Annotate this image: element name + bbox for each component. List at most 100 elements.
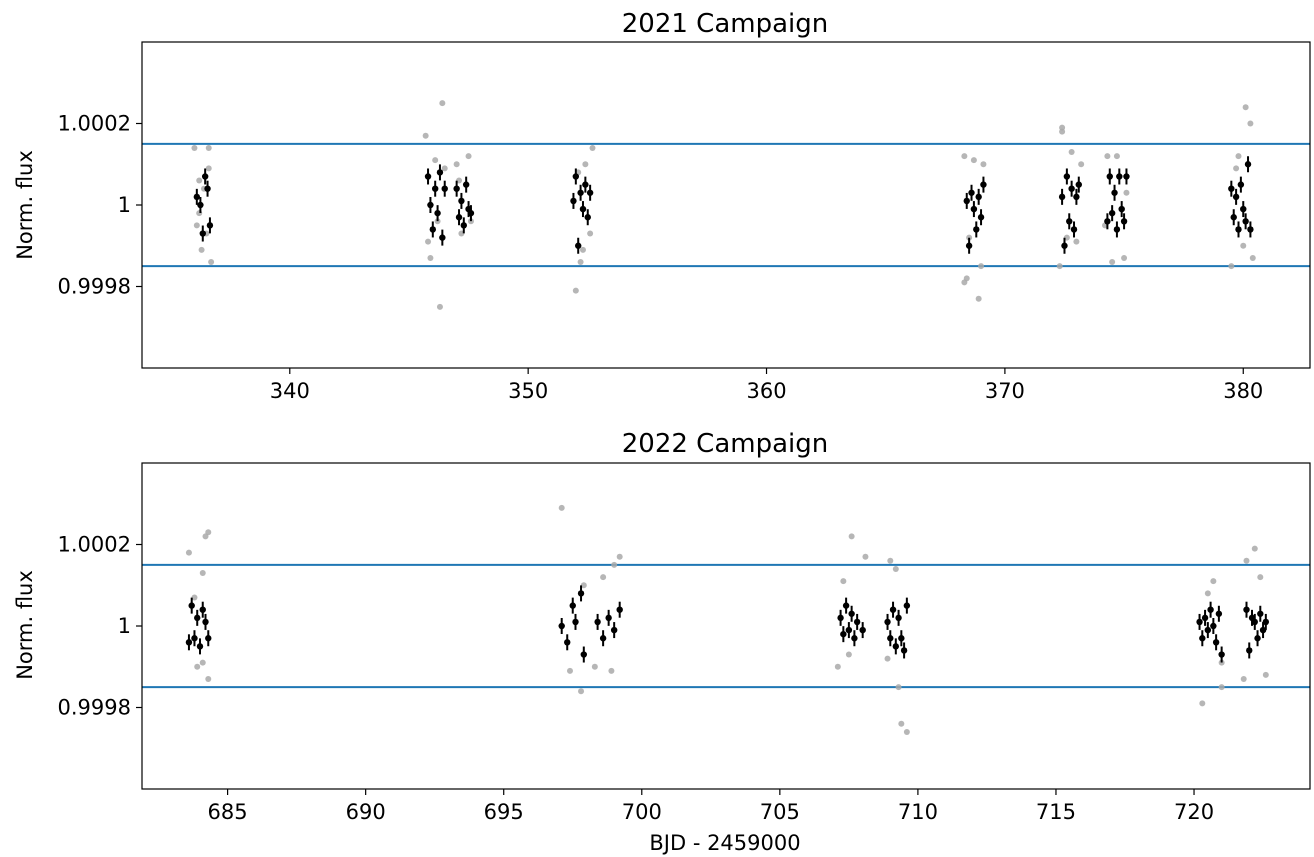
raw-point	[1247, 120, 1254, 127]
raw-point	[205, 675, 212, 682]
binned-point	[1116, 173, 1123, 180]
raw-point	[1235, 153, 1242, 160]
binned-point	[963, 197, 970, 205]
raw-point	[579, 246, 586, 253]
raw-point	[572, 287, 579, 294]
raw-point	[185, 549, 192, 556]
raw-point	[1249, 254, 1256, 261]
binned-point	[439, 234, 446, 241]
binned-point	[1106, 173, 1113, 180]
binned-point	[205, 635, 212, 642]
binned-point	[436, 169, 444, 176]
y-axis-label: Norm. flux	[13, 570, 37, 680]
raw-point	[191, 594, 198, 601]
binned-point	[564, 639, 571, 646]
raw-point	[589, 144, 596, 151]
raw-point	[1240, 675, 1247, 682]
binned-point	[1259, 626, 1267, 634]
binned-point	[1244, 161, 1252, 168]
binned-point	[569, 602, 576, 609]
binned-point	[889, 606, 897, 613]
binned-point	[1246, 647, 1253, 654]
binned-point	[1247, 226, 1254, 233]
binned-point	[460, 222, 467, 229]
raw-point	[884, 655, 891, 662]
raw-point	[1068, 149, 1075, 156]
x-tick-label: 695	[484, 800, 524, 824]
binned-point	[1254, 635, 1261, 642]
binned-point	[441, 185, 448, 192]
binned-point	[884, 618, 891, 626]
raw-point	[434, 218, 441, 225]
binned-point	[900, 647, 908, 654]
binned-point	[853, 618, 861, 626]
binned-point	[1066, 218, 1073, 225]
raw-point	[205, 165, 212, 172]
raw-point	[191, 144, 198, 151]
binned-point	[1068, 185, 1075, 192]
binned-point	[1237, 181, 1245, 188]
binned-point	[458, 197, 465, 205]
binned-point	[431, 185, 439, 192]
raw-point	[862, 553, 869, 560]
raw-point	[616, 553, 623, 560]
binned-point	[898, 635, 905, 642]
raw-point	[892, 565, 899, 572]
plot-content: 340 350 360 370 380 0.9998 1 1.0002	[58, 100, 1310, 403]
raw-point	[1204, 590, 1211, 597]
binned-point	[570, 197, 577, 205]
raw-point	[591, 663, 598, 670]
x-tick-label: 720	[1174, 800, 1214, 824]
raw-point	[834, 663, 841, 670]
binned-point	[429, 226, 437, 233]
raw-point	[193, 222, 200, 229]
binned-point	[1228, 185, 1235, 192]
plot-content: 685 690 695 700 705 710 715 720 0.9998 1 1.0002	[58, 504, 1310, 824]
raw-point	[1056, 263, 1063, 270]
raw-point	[1233, 165, 1240, 172]
raw-point	[578, 688, 585, 695]
binned-point	[453, 185, 460, 192]
panel-title: 2022 Campaign	[622, 429, 829, 459]
x-tick-label: 380	[1223, 379, 1263, 403]
binned-point	[851, 635, 858, 642]
binned-point	[582, 181, 589, 188]
y-tick-label: 1.0002	[58, 533, 131, 557]
panel-title: 2021 Campaign	[622, 9, 829, 39]
binned-point	[572, 618, 579, 626]
binned-point	[1215, 610, 1223, 617]
binned-point	[424, 173, 432, 180]
binned-point	[577, 189, 584, 196]
raw-point	[582, 161, 589, 168]
binned-point	[1212, 639, 1220, 646]
binned-point	[968, 189, 975, 196]
binned-point	[1118, 205, 1125, 213]
raw-point	[422, 132, 429, 139]
binned-point	[1111, 189, 1118, 196]
raw-point	[1121, 254, 1128, 261]
binned-point	[427, 201, 434, 209]
x-tick-label: 350	[508, 379, 548, 403]
binned-point	[973, 226, 980, 233]
binned-point	[605, 614, 612, 622]
binned-point	[610, 626, 618, 634]
raw-point	[611, 561, 618, 568]
binned-point	[975, 193, 982, 201]
raw-point	[1240, 242, 1247, 249]
binned-point	[1108, 209, 1116, 217]
raw-point	[966, 234, 973, 241]
binned-point	[202, 618, 209, 626]
binned-point	[191, 635, 198, 642]
raw-point	[196, 177, 203, 184]
binned-point	[1199, 635, 1206, 642]
raw-point	[208, 259, 215, 266]
binned-point	[1075, 181, 1082, 188]
y-tick-label: 1	[118, 614, 131, 638]
axes-frame	[141, 41, 1311, 369]
raw-point	[1218, 659, 1225, 666]
raw-point	[961, 153, 968, 160]
raw-point	[1109, 259, 1116, 266]
raw-point	[439, 100, 446, 107]
raw-point	[895, 684, 902, 691]
